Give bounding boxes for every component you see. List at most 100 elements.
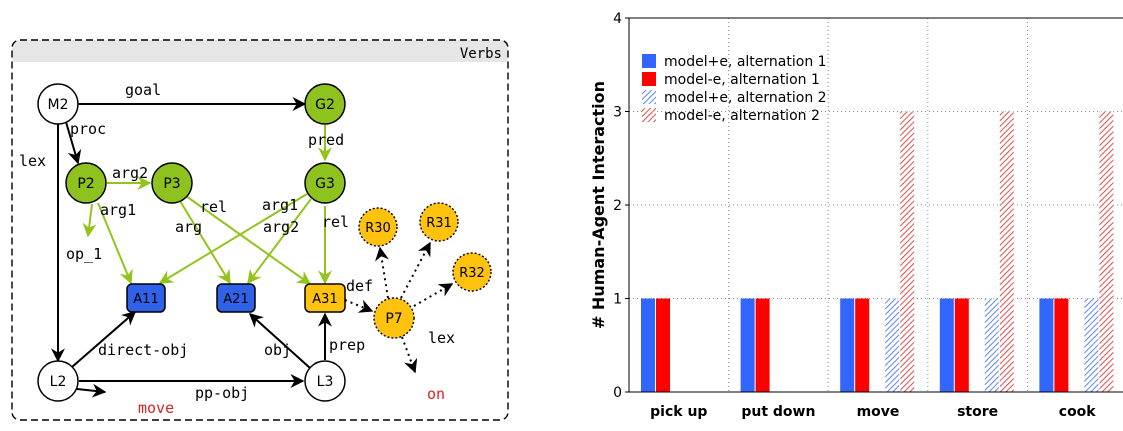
legend-label: model+e, alternation 1	[664, 54, 827, 70]
bar-series-4	[1099, 111, 1114, 392]
bar-series-1	[1039, 298, 1054, 392]
dotted-edges	[344, 241, 454, 374]
edge-l2-a11	[71, 311, 137, 368]
bar-series-2	[656, 298, 670, 392]
legend-label: model-e, alternation 1	[664, 72, 820, 88]
word-move: move	[138, 399, 174, 417]
node-l3: L3	[304, 360, 346, 402]
node-r30-label: R30	[365, 221, 391, 236]
label-pp-obj: pp-obj	[195, 384, 249, 402]
bar-series-3	[1084, 298, 1099, 392]
label-goal: goal	[125, 81, 161, 99]
y-tick-label: 0	[613, 385, 622, 401]
edge-l2-move	[76, 383, 107, 398]
node-a31: A31	[304, 283, 346, 313]
node-p3-label: P3	[163, 176, 180, 192]
node-p2-label: P2	[77, 176, 94, 192]
x-tick-label: cook	[1059, 404, 1097, 420]
label-rel-g3: rel	[322, 213, 349, 231]
node-g2-label: G2	[315, 97, 335, 113]
edge-p2-a11	[97, 202, 133, 285]
bar-chart: 0 1 2 3 4 pick up put down move store cook # Hum…	[589, 11, 1123, 420]
edge-l3-a21	[248, 313, 311, 369]
x-tick-label: put down	[741, 404, 815, 420]
bar-series-1	[939, 298, 954, 392]
label-obj: obj	[264, 341, 291, 359]
edge-p7-r30	[375, 246, 389, 299]
label-arg-p3: arg	[175, 218, 202, 236]
legend-label: model-e, alternation 2	[664, 108, 820, 124]
node-a21: A21	[216, 283, 256, 313]
panel-title: Verbs	[460, 46, 502, 62]
graph-panel: Verbs	[11, 39, 509, 421]
chart-grid	[629, 18, 1123, 392]
label-def: def	[346, 277, 373, 295]
node-a11-label: A11	[133, 292, 158, 307]
chart-bars	[641, 111, 1114, 392]
edge-p2-op1	[82, 203, 97, 238]
edge-g3-a11	[158, 193, 308, 284]
panel-border	[11, 39, 509, 421]
label-rel-p3: rel	[200, 198, 227, 216]
edge-m2-p2	[65, 121, 82, 165]
chart-legend: model+e, alternation 1 model-e, alternati…	[642, 54, 827, 124]
bar-series-2	[855, 298, 870, 392]
bar-series-1	[740, 298, 755, 392]
y-tick-label: 4	[613, 11, 622, 27]
node-a31-label: A31	[312, 292, 337, 307]
node-r32-label: R32	[459, 266, 485, 281]
y-tick-label: 2	[613, 198, 622, 214]
node-g2: G2	[304, 83, 346, 125]
x-tick-label: pick up	[650, 404, 707, 420]
node-r30: R30	[358, 207, 398, 247]
label-prep: prep	[329, 336, 365, 354]
label-direct-obj: direct-obj	[98, 341, 188, 359]
x-tick-label: move	[857, 404, 900, 420]
label-arg2-g3: arg2	[263, 218, 299, 236]
green-edges	[82, 125, 332, 285]
legend-swatch	[642, 108, 656, 122]
node-r31-label: R31	[426, 216, 452, 231]
label-lex-p7: lex	[428, 329, 455, 347]
node-p7: P7	[373, 297, 415, 339]
node-l3-label: L3	[317, 374, 334, 390]
node-g3-label: G3	[315, 176, 335, 192]
word-on: on	[427, 385, 445, 403]
node-g3: G3	[304, 162, 346, 204]
edge-labels: goal proc lex pred arg2 arg1 arg rel arg…	[19, 81, 455, 402]
node-p2: P2	[65, 162, 107, 204]
x-tick-label: store	[957, 404, 998, 420]
label-pred: pred	[308, 131, 344, 149]
edge-p7-r31	[400, 241, 431, 299]
node-m2-label: M2	[48, 97, 69, 113]
edge-p7-on	[401, 336, 418, 374]
bar-series-3	[885, 298, 900, 392]
node-p7-label: P7	[385, 311, 402, 327]
edge-p3-a21	[179, 200, 231, 285]
bar-series-4	[999, 111, 1014, 392]
legend-swatch	[642, 90, 656, 104]
label-op1: op_1	[66, 245, 102, 263]
bar-series-2	[1054, 298, 1069, 392]
bar-series-3	[984, 298, 999, 392]
node-l2-label: L2	[50, 374, 67, 390]
legend-swatch	[642, 72, 656, 86]
y-axis-label: # Human-Agent Interaction	[589, 81, 608, 329]
edge-a31-p7	[344, 299, 374, 313]
node-m2: M2	[37, 83, 79, 125]
bar-series-2	[954, 298, 969, 392]
y-tick-label: 3	[613, 105, 622, 121]
edge-g3-a21	[247, 198, 312, 285]
label-proc: proc	[70, 120, 106, 138]
chart-yticks: 0 1 2 3 4	[613, 11, 629, 401]
label-lex-m2: lex	[19, 152, 46, 170]
edge-p7-r32	[413, 283, 454, 307]
node-r32: R32	[452, 252, 492, 292]
y-tick-label: 1	[613, 292, 622, 308]
node-a21-label: A21	[223, 292, 248, 307]
black-edges	[51, 97, 332, 398]
node-l2: L2	[37, 360, 79, 402]
label-arg1-g3: arg1	[262, 196, 298, 214]
chart-xticks: pick up put down move store cook	[650, 404, 1096, 420]
